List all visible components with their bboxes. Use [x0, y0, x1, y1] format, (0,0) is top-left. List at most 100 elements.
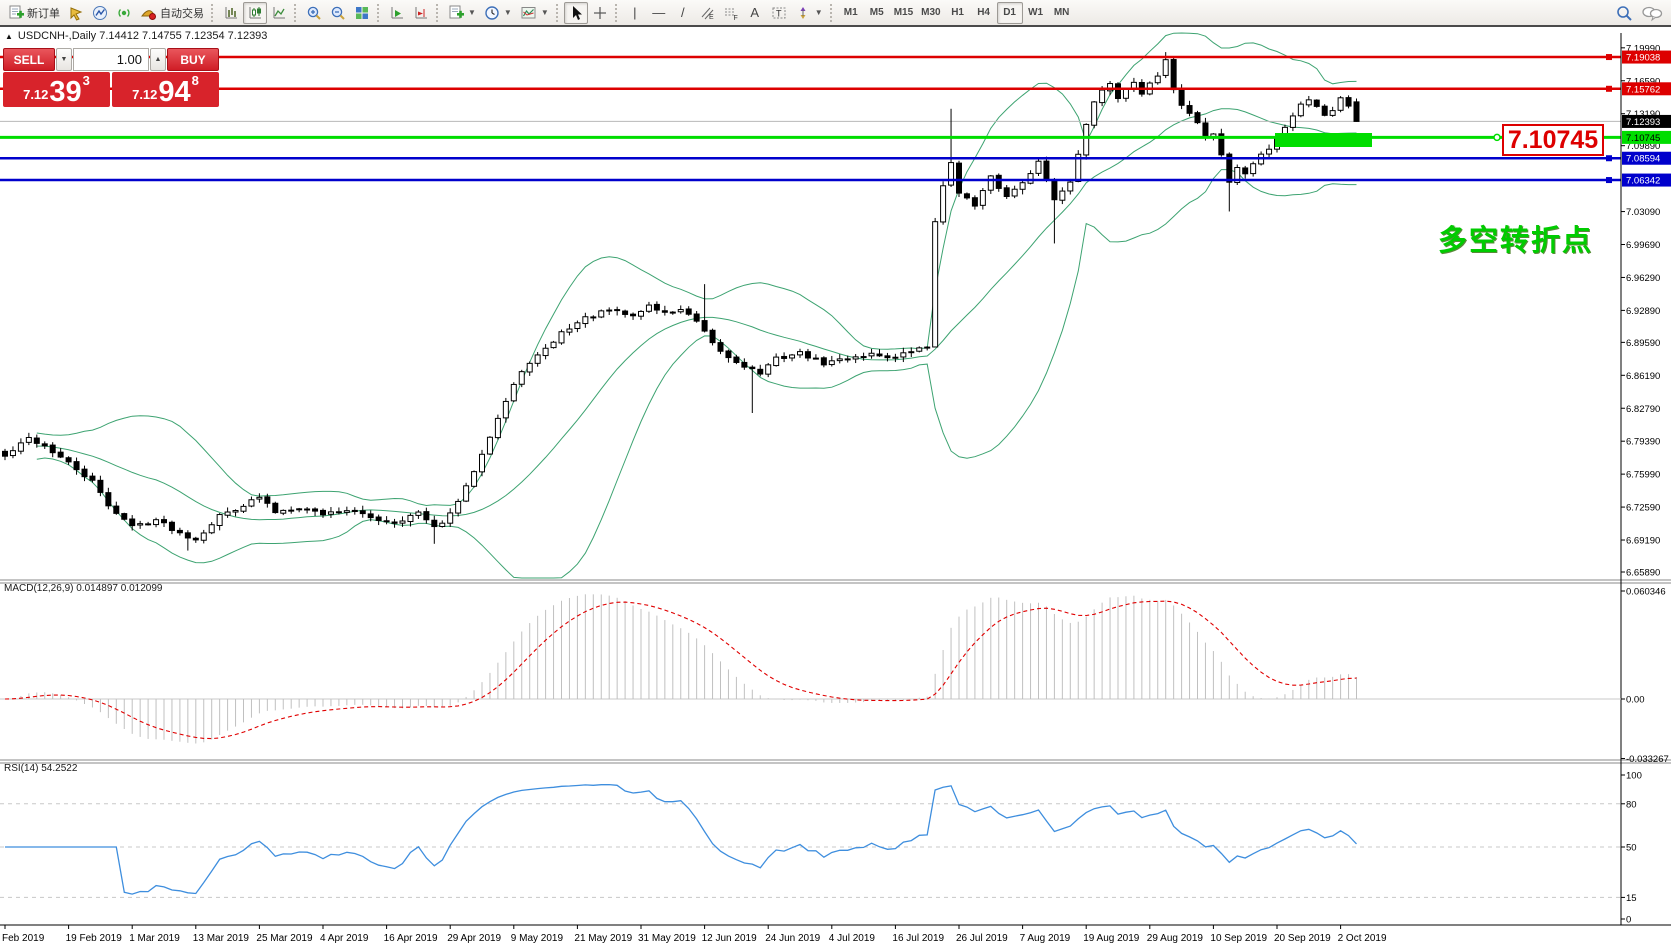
candle-body [232, 510, 239, 513]
timeframe-d1[interactable]: D1 [996, 1, 1023, 24]
hline-handle[interactable] [1606, 177, 1612, 184]
candle-body [677, 309, 684, 313]
market-watch-button[interactable] [88, 2, 112, 24]
chat-button[interactable] [1637, 2, 1667, 24]
candle-body [1194, 112, 1201, 124]
axis-badge [1622, 173, 1671, 187]
candle-body [383, 520, 390, 523]
timeframe-h1[interactable]: H1 [945, 2, 971, 24]
candle-body [1083, 123, 1090, 156]
candle-body [614, 309, 621, 312]
date-label: 4 Jul 2019 [829, 933, 876, 944]
candle-body [129, 518, 136, 527]
text-tool[interactable]: A [743, 2, 767, 24]
horizontal-line-tool[interactable]: — [647, 2, 671, 24]
candle-body [9, 450, 16, 457]
timeframe-label: H1 [951, 7, 964, 18]
hline-handle[interactable] [1606, 155, 1612, 162]
timeframe-m30[interactable]: M30 [917, 2, 944, 24]
candle-body [375, 516, 382, 521]
candle-body [940, 185, 947, 223]
candle-body [153, 519, 160, 526]
indicators-button[interactable]: ▼ [516, 2, 553, 24]
new-order-button[interactable]: 新订单 [4, 2, 64, 24]
auto-trading-label: 自动交易 [160, 7, 204, 20]
symbol-ohlc-text: USDCNH-,Daily 7.14412 7.14755 7.12354 7.… [17, 30, 268, 42]
timeframe-m15[interactable]: M15 [890, 2, 917, 24]
hline-handle[interactable] [1606, 54, 1612, 61]
hline-handle[interactable] [1493, 133, 1501, 142]
volume-decrease-button[interactable]: ▼ [56, 48, 72, 71]
candle-body [1313, 99, 1320, 107]
price-callout-box[interactable]: 7.10745 [1502, 124, 1604, 156]
candle-body [542, 347, 549, 357]
hline-handle[interactable] [1606, 85, 1612, 92]
zoom-in-button[interactable] [302, 2, 326, 24]
vertical-line-tool[interactable]: | [623, 2, 647, 24]
date-label: 7 Aug 2019 [1020, 933, 1071, 944]
sell-price-display[interactable]: 7.12 39 3 [3, 72, 110, 107]
timeframe-m1[interactable]: M1 [838, 2, 864, 24]
toolbar-grip [377, 3, 382, 22]
candle-body [1289, 115, 1296, 128]
market-watch-icon [93, 5, 107, 20]
main-chart-canvas[interactable]: 7.19990 7.16590 7.13190 7.09890 7.03090 6.996… [0, 27, 1671, 949]
search-icon [1617, 5, 1632, 21]
arrows-icon [800, 6, 806, 19]
bar-chart-button[interactable] [219, 2, 243, 24]
candle-body [161, 519, 167, 524]
candle-body [1186, 105, 1193, 114]
auto-trading-button[interactable]: 自动交易 [136, 2, 208, 24]
text-label-tool[interactable]: T [767, 2, 791, 24]
rsi-tick-label: 15 [1626, 893, 1637, 904]
cursor-tool-button[interactable] [563, 1, 588, 24]
chart-shift-button[interactable] [409, 2, 433, 24]
candle-body [455, 500, 462, 514]
candle-body [828, 360, 835, 366]
sell-button[interactable]: SELL [3, 48, 55, 71]
crosshair-tool-button[interactable] [588, 2, 612, 24]
period-clock-button[interactable]: ▼ [480, 2, 516, 24]
candle-body [1067, 181, 1074, 192]
candle-body [638, 310, 644, 317]
search-button[interactable] [1611, 2, 1637, 24]
timeframe-m5[interactable]: M5 [864, 2, 890, 24]
volume-input[interactable]: 1.00 [73, 48, 149, 71]
profiles-button[interactable]: ▼ [444, 2, 480, 24]
highlight-rect[interactable] [1275, 133, 1372, 147]
candle-body [41, 443, 48, 447]
axis-badge-label: 7.15762 [1626, 84, 1660, 95]
candle-body [1242, 167, 1249, 175]
arrows-tool[interactable]: ▼ [791, 2, 827, 24]
timeframe-h4[interactable]: H4 [971, 2, 997, 24]
collapse-icon[interactable]: ▲ [5, 31, 13, 41]
candlestick-chart-button[interactable] [243, 1, 267, 24]
channel-tool[interactable]: E [695, 2, 719, 24]
timeframe-mn[interactable]: MN [1049, 2, 1075, 24]
candle-body [486, 436, 493, 455]
price-tick-label: 6.79390 [1626, 437, 1660, 448]
auto-scroll-button[interactable] [385, 2, 409, 24]
line-chart-button[interactable] [267, 2, 291, 24]
volume-increase-button[interactable]: ▲ [150, 48, 166, 71]
fibonacci-tool[interactable]: F [719, 2, 743, 24]
tile-windows-button[interactable] [350, 2, 374, 24]
sell-price-point: 3 [82, 73, 90, 88]
chart-window: 7.19990 7.16590 7.13190 7.09890 7.03090 6.996… [0, 27, 1671, 949]
buy-button[interactable]: BUY [167, 48, 219, 71]
buy-price-display[interactable]: 7.12 94 8 [112, 72, 219, 107]
trendline-tool[interactable]: / [671, 2, 695, 24]
signals-button[interactable] [112, 2, 136, 24]
rsi-tick-label: 80 [1626, 799, 1637, 810]
vertical-line-icon: | [633, 5, 637, 20]
zoom-out-button[interactable] [326, 2, 350, 24]
pointer-tool-button[interactable] [64, 2, 88, 24]
tile-windows-icon [356, 6, 368, 19]
candle-body [1218, 133, 1225, 156]
candle-body [773, 356, 780, 367]
one-click-trading-panel: SELL ▼ 1.00 ▲ BUY 7.12 39 3 7.12 94 8 [3, 48, 219, 107]
cn-annotation-text[interactable]: 多空转折点 [1438, 225, 1594, 257]
timeframe-w1[interactable]: W1 [1023, 2, 1049, 24]
dropdown-caret-icon: ▼ [468, 8, 476, 17]
candle-body [534, 354, 541, 364]
